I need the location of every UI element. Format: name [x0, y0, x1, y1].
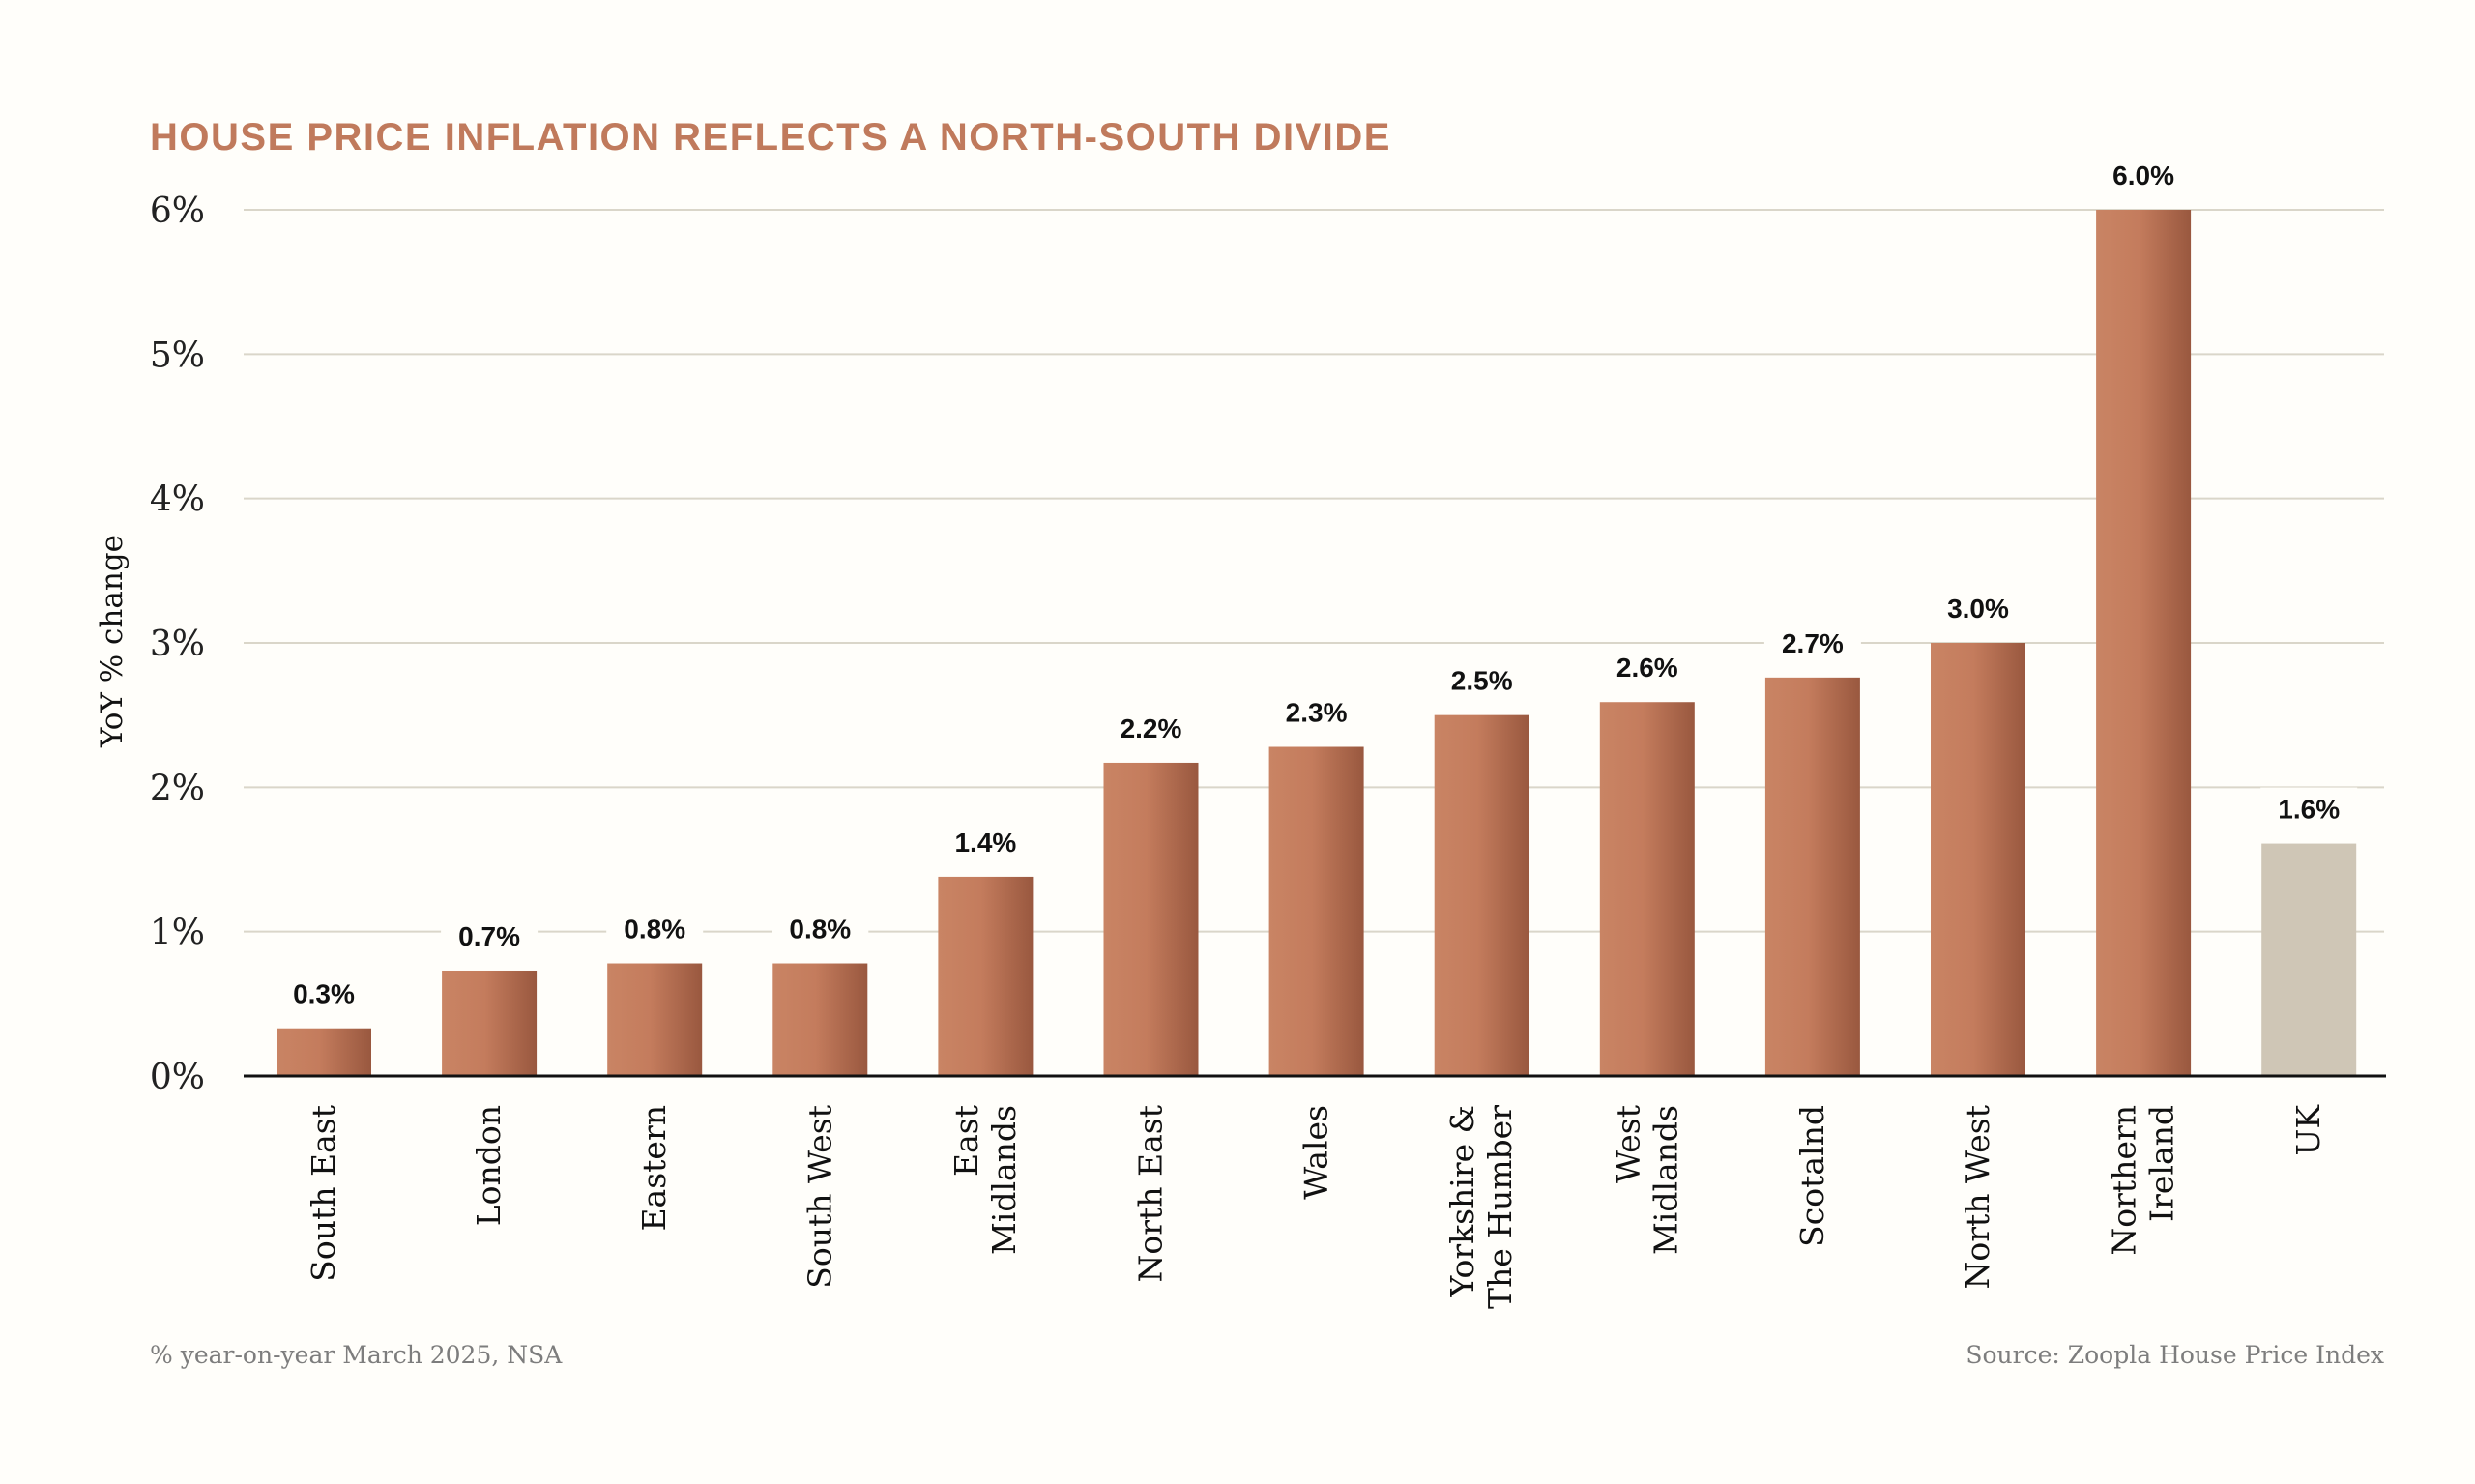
bar [1268, 746, 1364, 1076]
data-label-bg [1930, 587, 2026, 629]
data-label: 6.0% [2112, 160, 2174, 190]
data-label-bg [276, 972, 372, 1015]
bar [277, 1028, 371, 1076]
y-tick-label: 3% [150, 625, 205, 664]
data-label-bg [772, 907, 869, 950]
bar [2096, 210, 2192, 1076]
category-label: Northern Ireland [2106, 1105, 2181, 1256]
category-label: South West [801, 1105, 838, 1289]
category-label-line: Northern [2106, 1105, 2143, 1256]
category-label: South East [305, 1105, 342, 1282]
data-label-bg [1433, 658, 1530, 702]
y-tick-label: 0% [150, 1058, 205, 1097]
category-label-line: Ireland [2143, 1105, 2181, 1222]
category-label-line: West [1609, 1105, 1646, 1183]
bar [442, 970, 538, 1076]
category-label-line: Scotalnd [1793, 1105, 1831, 1247]
data-label: 2.2% [1121, 713, 1182, 743]
category-label-line: Wales [1297, 1105, 1335, 1200]
bar [1103, 762, 1199, 1076]
category-label: East Midlands [947, 1105, 1023, 1255]
y-axis-ticks: 0% 1% 2% 3% 4% 5% 6% [150, 191, 205, 1097]
data-label-bg [937, 820, 1034, 863]
data-label: 1.6% [2278, 795, 2340, 825]
data-label-bg [1102, 706, 1200, 749]
y-tick-label: 6% [150, 191, 205, 231]
y-tick-label: 1% [150, 914, 205, 953]
category-label-line: Eastern [635, 1105, 673, 1232]
source-note: Source: Zoopla House Price Index [1965, 1341, 2384, 1369]
bar [1764, 677, 1860, 1076]
data-label: 0.8% [789, 915, 851, 945]
category-label-line: North East [1132, 1105, 1170, 1282]
category-label: Wales [1297, 1105, 1335, 1200]
y-tick-label: 2% [150, 769, 205, 808]
category-label-line: London [470, 1105, 508, 1226]
data-label-bg [1267, 690, 1365, 734]
category-label-line: South East [305, 1105, 342, 1282]
data-label: 0.3% [293, 979, 355, 1009]
bar [938, 876, 1034, 1076]
y-tick-label: 5% [150, 335, 205, 375]
data-label-bg [441, 914, 539, 957]
y-axis-label: YoY % change [95, 535, 130, 748]
bar [1434, 714, 1529, 1076]
category-label: North West [1959, 1105, 1996, 1289]
data-label-bg [1763, 621, 1861, 664]
data-label: 1.4% [954, 828, 1016, 858]
category-label: London [470, 1105, 508, 1226]
category-label-line: UK [2289, 1104, 2327, 1156]
category-label-line: The Humber [1481, 1105, 1519, 1309]
data-label: 3.0% [1947, 594, 2009, 624]
category-label-line: Yorkshire & [1443, 1105, 1481, 1297]
data-label: 2.7% [1782, 628, 1844, 658]
category-label-line: Midlands [1646, 1105, 1684, 1255]
chart-title: HOUSE PRICE INFLATION REFLECTS A NORTH-S… [150, 116, 1391, 159]
category-labels: South East London Eastern South West East Mid… [305, 1104, 2327, 1309]
data-label: 0.7% [458, 921, 520, 951]
category-label-line: South West [801, 1105, 838, 1289]
data-labels: 0.3% 0.7% 0.8% 0.8% 1.4% 2.2% 2.3% 2.5% 2.6% 2.7%… [276, 154, 2358, 1015]
bar [1931, 643, 2025, 1076]
data-label-bg [606, 907, 704, 950]
bar [607, 963, 703, 1076]
data-label-bg [1598, 646, 1696, 689]
y-tick-label: 4% [150, 480, 205, 520]
category-label-line: East [947, 1105, 985, 1177]
bar [2261, 843, 2357, 1076]
footnote: % year-on-year March 2025, NSA [150, 1341, 563, 1369]
category-label: UK [2289, 1104, 2327, 1156]
data-label-bg [2095, 154, 2193, 196]
category-label: Eastern [635, 1105, 673, 1232]
category-label: West Midlands [1609, 1105, 1684, 1255]
bar [1599, 702, 1695, 1076]
bar [772, 963, 868, 1076]
data-label-bg [2260, 787, 2358, 830]
data-label: 2.3% [1286, 698, 1348, 728]
data-label: 2.5% [1451, 666, 1513, 696]
category-label-line: Midlands [985, 1105, 1023, 1255]
gridlines [244, 209, 2384, 933]
data-label: 2.6% [1616, 653, 1678, 683]
category-label: Yorkshire & The Humber [1443, 1105, 1519, 1309]
bars [277, 210, 2357, 1076]
category-label: North East [1132, 1105, 1170, 1282]
category-label: Scotalnd [1793, 1105, 1831, 1247]
category-label-line: North West [1959, 1105, 1996, 1289]
data-label: 0.8% [624, 915, 685, 945]
